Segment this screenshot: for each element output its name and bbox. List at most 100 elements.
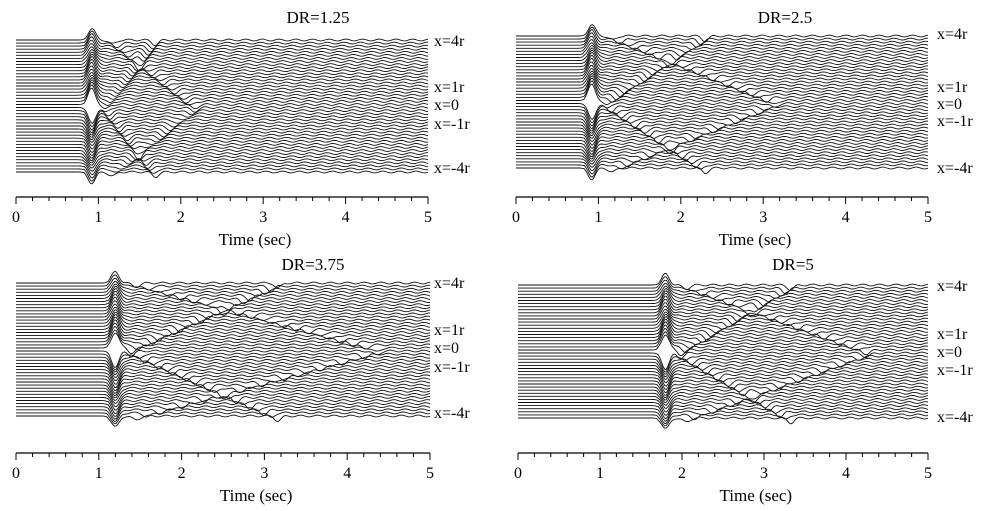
trace-9	[518, 298, 929, 318]
trace-18	[16, 322, 431, 345]
trace-14	[16, 68, 429, 88]
trace-17	[16, 76, 429, 97]
x-tick-label: 2	[677, 209, 685, 226]
trace-33	[518, 385, 929, 401]
trace-3	[16, 281, 431, 297]
trace-25	[516, 111, 929, 130]
trace-30	[16, 374, 431, 392]
trace-16	[16, 74, 429, 95]
trace-34	[516, 139, 929, 155]
trace-15	[518, 316, 929, 338]
trace-32	[518, 382, 929, 399]
x-tick-label: 0	[512, 209, 520, 226]
trace-32	[16, 136, 429, 154]
x-tick-label: 3	[760, 465, 768, 482]
trace-7	[518, 292, 929, 313]
trace-35	[16, 389, 431, 404]
trace-3	[16, 36, 429, 56]
trace-12	[16, 306, 431, 326]
trace-26	[518, 364, 929, 380]
x-tick-label: 4	[342, 209, 350, 226]
trace-25	[518, 360, 929, 377]
panel-bottom-right: 0 1 2 3 4 5 Time (sec) DR=5 x=4r x=1rx=0x=-1r x=-4…	[514, 255, 973, 505]
trace-2	[16, 33, 429, 53]
trace-4	[516, 35, 929, 54]
trace-33	[16, 383, 431, 399]
trace-26	[16, 118, 429, 136]
trace-25	[16, 358, 431, 376]
trace-41	[16, 164, 429, 179]
x-axis-title: Time (sec)	[720, 486, 793, 505]
x-axis-title: Time (sec)	[219, 230, 292, 249]
trace-43	[518, 416, 929, 429]
x-tick-label: 5	[924, 209, 932, 226]
panel-title: DR=2.5	[758, 8, 812, 27]
trace-34	[518, 388, 929, 403]
trace-18	[516, 75, 929, 98]
trace-28	[516, 120, 928, 137]
x-tick-label: 4	[842, 209, 850, 226]
trace-42	[16, 411, 431, 425]
x-tick-label: 4	[842, 465, 850, 482]
trace-17	[516, 72, 929, 94]
trace-32	[16, 380, 431, 397]
x-tick-label: 0	[12, 209, 20, 226]
trace-28	[16, 124, 428, 141]
trace-10	[518, 302, 929, 322]
trace-0	[516, 23, 929, 43]
trace-22	[16, 349, 431, 369]
trace-21	[16, 87, 429, 110]
trace-6	[16, 46, 429, 67]
wiggle-traces	[16, 270, 431, 427]
trace-35	[516, 142, 929, 158]
trace-33	[16, 139, 429, 157]
trace-27	[16, 121, 429, 138]
trace-31	[516, 129, 929, 146]
trace-40	[16, 161, 429, 176]
trace-31	[16, 377, 431, 394]
trace-33	[516, 135, 929, 153]
x-tick-label: 3	[759, 209, 767, 226]
panel-title: DR=3.75	[282, 255, 345, 274]
trace-20	[16, 84, 429, 106]
trace-6	[518, 290, 929, 310]
trace-13	[516, 61, 929, 83]
x-tick-label: 5	[924, 465, 932, 482]
trace-14	[518, 313, 929, 334]
trace-7	[516, 44, 929, 65]
trace-5	[518, 287, 929, 307]
trace-19	[16, 325, 430, 348]
trace-40	[518, 407, 929, 422]
trace-39	[16, 158, 429, 172]
station-label: x=-4r	[434, 405, 470, 422]
trace-7	[16, 290, 431, 311]
trace-5	[16, 43, 429, 62]
wiggle-traces	[16, 27, 429, 185]
trace-23	[16, 109, 429, 128]
trace-16	[518, 318, 929, 341]
trace-12	[516, 57, 929, 80]
x-tick-label: 0	[12, 465, 20, 482]
trace-27	[518, 367, 929, 384]
trace-41	[518, 410, 929, 425]
trace-28	[518, 370, 929, 387]
trace-2	[16, 277, 431, 295]
station-label: x=1r	[937, 326, 968, 343]
trace-1	[516, 26, 928, 46]
trace-11	[516, 54, 929, 76]
trace-24	[16, 112, 429, 131]
station-label: x=-4r	[937, 409, 973, 426]
trace-5	[516, 39, 929, 58]
trace-40	[516, 157, 929, 172]
trace-11	[16, 58, 429, 80]
trace-11	[16, 303, 431, 324]
trace-12	[518, 308, 929, 328]
trace-23	[516, 105, 929, 124]
trace-0	[16, 270, 431, 289]
station-label: x=-4r	[434, 160, 470, 177]
x-axis-title: Time (sec)	[220, 486, 293, 505]
trace-14	[16, 311, 431, 333]
trace-24	[518, 357, 929, 375]
trace-9	[16, 296, 431, 317]
trace-24	[516, 108, 929, 127]
